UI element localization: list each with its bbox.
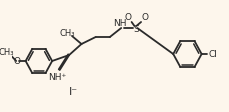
Text: O: O (124, 12, 131, 21)
Text: I⁻: I⁻ (69, 86, 78, 96)
Text: CH₃: CH₃ (0, 48, 14, 57)
Text: O: O (141, 12, 148, 21)
Text: Cl: Cl (208, 50, 216, 59)
Text: NH: NH (113, 19, 126, 28)
Text: NH⁺: NH⁺ (48, 73, 66, 82)
Text: O: O (14, 57, 21, 66)
Text: S: S (133, 24, 139, 33)
Text: CH₃: CH₃ (59, 29, 75, 38)
